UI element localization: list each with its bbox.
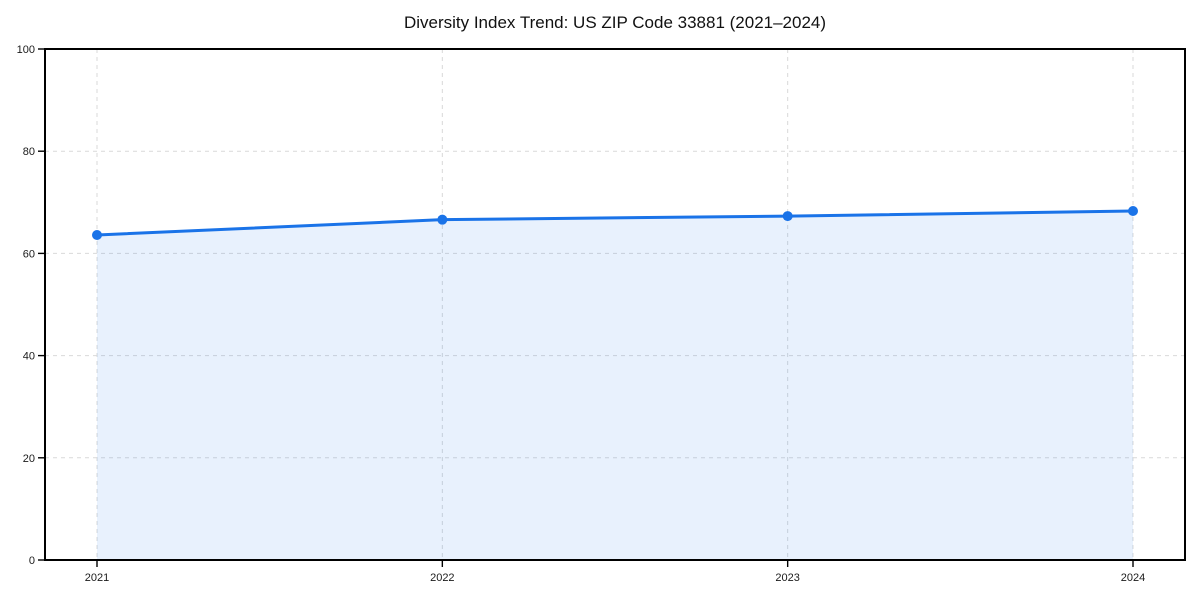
y-tick-label-100: 100 <box>17 44 35 56</box>
y-tick-label-80: 80 <box>23 146 35 158</box>
data-point-2022 <box>437 214 448 225</box>
trend-line <box>95 209 1135 237</box>
x-tick-label-2023: 2023 <box>775 572 799 584</box>
data-point-2024 <box>1128 205 1138 216</box>
data-point-2023 <box>782 211 793 222</box>
plot-frame <box>44 48 1186 561</box>
x-tick-label-2021: 2021 <box>85 572 109 584</box>
x-tick-label-2024: 2024 <box>1121 572 1145 584</box>
y-tick-label-20: 20 <box>23 453 35 465</box>
area-fill <box>97 210 1133 560</box>
y-tick-label-40: 40 <box>23 351 35 363</box>
y-tick-label-0: 0 <box>29 555 35 567</box>
y-tick-label-60: 60 <box>23 248 35 260</box>
x-tick-label-2022: 2022 <box>430 572 454 584</box>
data-point-2021 <box>92 230 102 241</box>
chart-title: Diversity Index Trend: US ZIP Code 33881… <box>403 13 827 32</box>
